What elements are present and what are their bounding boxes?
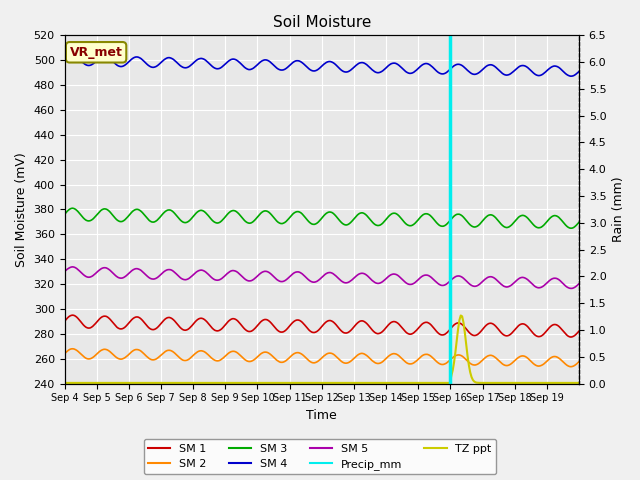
SM 5: [326, 270, 334, 276]
SM 2: [429, 355, 436, 360]
SM 4: [326, 59, 334, 64]
SM 5: [429, 276, 436, 281]
Legend: SM 1, SM 2, SM 3, SM 4, SM 5, Precip_mm, TZ ppt: SM 1, SM 2, SM 3, SM 4, SM 5, Precip_mm,…: [144, 439, 496, 474]
SM 4: [506, 72, 513, 77]
Text: VR_met: VR_met: [70, 46, 122, 59]
SM 5: [567, 286, 575, 291]
SM 2: [567, 364, 575, 370]
TZ ppt: [78, 380, 86, 386]
SM 3: [326, 209, 334, 215]
TZ ppt: [457, 312, 465, 318]
SM 1: [574, 330, 582, 336]
X-axis label: Time: Time: [307, 409, 337, 422]
SM 2: [95, 348, 103, 354]
SM 4: [95, 56, 103, 61]
SM 4: [575, 69, 583, 74]
Line: SM 1: SM 1: [65, 315, 579, 337]
SM 3: [95, 209, 103, 215]
TZ ppt: [572, 380, 580, 386]
Title: Soil Moisture: Soil Moisture: [273, 15, 371, 30]
SM 5: [574, 282, 582, 288]
Y-axis label: Rain (mm): Rain (mm): [612, 177, 625, 242]
SM 5: [506, 284, 513, 289]
Line: TZ ppt: TZ ppt: [65, 315, 579, 383]
SM 1: [567, 334, 575, 340]
SM 1: [68, 312, 76, 318]
TZ ppt: [575, 380, 583, 386]
SM 2: [326, 350, 334, 356]
SM 5: [61, 269, 68, 275]
Line: SM 3: SM 3: [65, 208, 579, 228]
SM 3: [429, 215, 436, 221]
SM 3: [68, 205, 76, 211]
SM 5: [79, 272, 87, 277]
SM 3: [79, 215, 87, 221]
Y-axis label: Soil Moisture (mV): Soil Moisture (mV): [15, 152, 28, 267]
TZ ppt: [428, 380, 435, 386]
SM 1: [95, 316, 103, 322]
TZ ppt: [506, 380, 513, 386]
SM 2: [68, 346, 76, 352]
SM 3: [567, 225, 575, 231]
SM 4: [68, 52, 76, 58]
SM 1: [79, 322, 87, 328]
SM 1: [61, 318, 68, 324]
SM 2: [574, 360, 582, 366]
SM 1: [429, 324, 436, 329]
SM 2: [575, 359, 583, 365]
SM 3: [506, 224, 513, 230]
SM 4: [429, 64, 436, 70]
SM 3: [61, 212, 68, 217]
Line: SM 5: SM 5: [65, 267, 579, 288]
TZ ppt: [325, 380, 333, 386]
SM 4: [567, 73, 575, 79]
SM 1: [575, 328, 583, 334]
TZ ppt: [61, 380, 68, 386]
SM 2: [79, 353, 87, 359]
SM 3: [575, 219, 583, 225]
SM 2: [61, 351, 68, 357]
SM 4: [574, 70, 582, 76]
Line: SM 4: SM 4: [65, 55, 579, 76]
SM 3: [574, 221, 582, 227]
TZ ppt: [94, 380, 102, 386]
SM 4: [61, 57, 68, 63]
SM 4: [79, 60, 87, 66]
SM 2: [506, 362, 513, 368]
Line: SM 2: SM 2: [65, 349, 579, 367]
SM 1: [326, 318, 334, 324]
SM 5: [95, 267, 103, 273]
SM 1: [506, 332, 513, 338]
SM 5: [68, 264, 76, 270]
SM 5: [575, 281, 583, 287]
